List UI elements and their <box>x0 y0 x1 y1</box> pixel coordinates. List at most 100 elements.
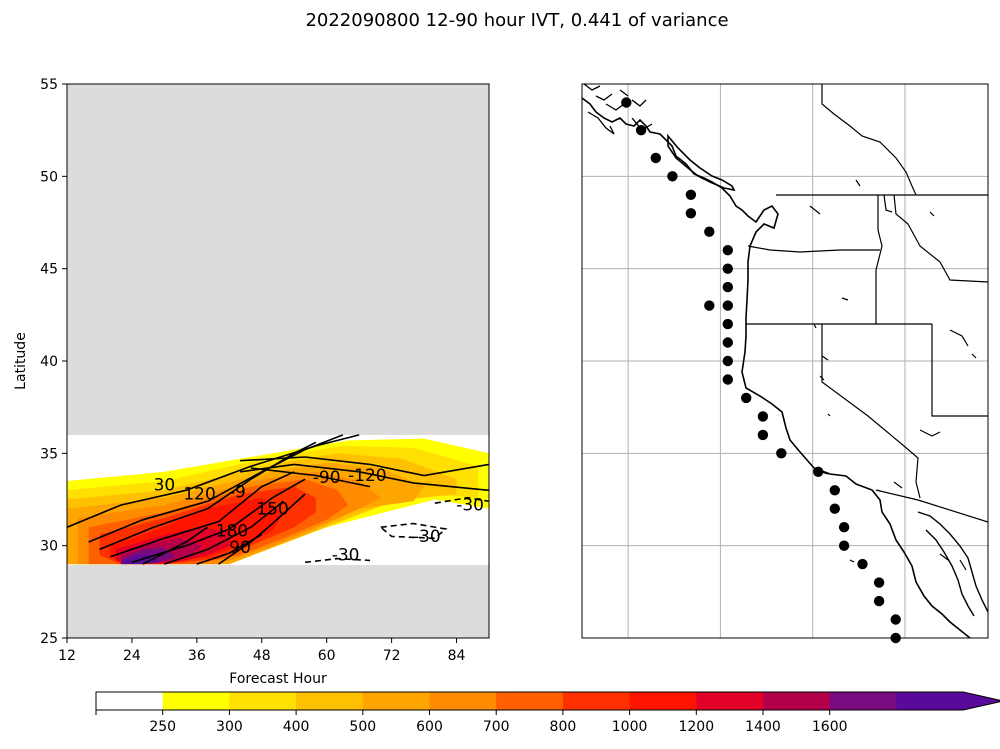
contour-label: -30 <box>456 496 484 516</box>
bc-ab-border <box>821 84 917 196</box>
ca-nv-border <box>821 324 921 499</box>
x-tick-label: 60 <box>318 648 336 664</box>
colorbar-segment <box>429 692 497 710</box>
station-point <box>650 152 661 164</box>
station-point <box>757 411 769 422</box>
colorbar-tick-label: 400 <box>283 719 310 735</box>
contour-label: 30 <box>154 475 176 495</box>
contour-line <box>239 463 489 492</box>
station-point <box>873 577 885 588</box>
colorbar-tick-label: 1000 <box>612 719 648 735</box>
y-tick-label: 35 <box>40 446 58 462</box>
x-tick-label: 24 <box>123 648 141 664</box>
station-point <box>776 448 787 459</box>
missing-data-top <box>67 84 489 435</box>
colorbar-tick-label: 500 <box>349 719 376 735</box>
colorbar-segment <box>296 692 364 710</box>
contour-label: -120 <box>348 466 387 486</box>
y-tick-label: 30 <box>40 539 58 555</box>
station-point <box>722 318 733 330</box>
map-frame <box>581 83 989 639</box>
contour-label: 120 <box>183 485 215 505</box>
nv-ut-border <box>931 324 988 417</box>
y-tick-label: 25 <box>40 631 58 647</box>
colorbar-segment <box>162 692 230 710</box>
colorbar-segment <box>696 692 764 710</box>
station-point <box>667 171 678 182</box>
station-point <box>722 374 733 385</box>
colorbar-tick-label: 300 <box>216 719 243 735</box>
station-point <box>829 503 840 514</box>
contour-label: -9 <box>229 483 246 503</box>
y-axis-ticks: 25 30 35 40 45 50 55 <box>40 77 67 647</box>
vancouver-island <box>667 133 736 192</box>
station-point <box>890 614 901 625</box>
colorbar-tick-label: 800 <box>550 719 577 735</box>
station-point <box>722 281 733 293</box>
contour-label: -90 <box>313 468 341 488</box>
contour-label: -30 <box>332 545 360 565</box>
colorbar-ticks: 250 300 400 500 600 700 800 1000 1200 1400 1600 <box>95 710 848 735</box>
map-gridlines <box>582 84 988 638</box>
contour-label: 90 <box>229 538 251 558</box>
station-points <box>621 97 901 644</box>
variance-contour-lines <box>67 434 489 565</box>
contour-labels: 120 -9 -90 -120 150 180 -30 -30 -30 90 30 <box>154 466 484 565</box>
negative-contour-line <box>305 557 371 564</box>
contour-label: 150 <box>256 499 288 519</box>
contour-line <box>164 500 284 565</box>
wa-id-or-id-border <box>875 195 883 324</box>
station-point <box>722 355 733 367</box>
colorbar-segment <box>362 692 430 710</box>
x-axis-ticks: 12 24 36 48 60 72 84 <box>58 638 466 664</box>
hovmoller-panel: 120 -9 -90 -120 150 180 -30 -30 -30 90 30 12 24 36 48… <box>13 77 490 687</box>
colorbar-segment <box>562 692 631 710</box>
y-tick-label: 40 <box>40 354 58 370</box>
id-border-north <box>883 194 893 213</box>
wa-or-border <box>747 245 880 253</box>
station-point <box>722 300 733 311</box>
station-point <box>829 485 840 496</box>
colorbar-extend-arrow <box>963 692 1000 710</box>
station-point <box>722 263 733 274</box>
colorbar-segment <box>896 692 964 710</box>
colorbar-segment <box>229 692 297 710</box>
station-point <box>741 392 752 404</box>
coastline <box>582 97 971 638</box>
station-point <box>857 558 868 570</box>
station-point <box>635 125 647 136</box>
station-point <box>722 245 733 256</box>
contour-label: -30 <box>413 527 441 547</box>
us-mexico-border <box>875 489 988 523</box>
station-point <box>685 208 697 219</box>
colorbar-tick-label: 700 <box>483 719 510 735</box>
station-point <box>722 337 733 348</box>
x-tick-label: 12 <box>58 648 76 664</box>
contour-label: 180 <box>216 521 248 541</box>
colorbar-segment <box>829 692 897 710</box>
station-point <box>838 540 850 551</box>
colorbar-tick-label: 250 <box>149 719 176 735</box>
contour-line <box>218 493 306 565</box>
negative-contour-line <box>380 522 448 540</box>
station-point <box>704 300 715 311</box>
x-axis-label: Forecast Hour <box>229 671 327 687</box>
y-axis-label: Latitude <box>13 332 29 390</box>
y-tick-label: 45 <box>40 262 58 278</box>
colorbar-segment <box>496 692 564 710</box>
station-point <box>757 429 769 441</box>
id-mt-border <box>893 194 988 283</box>
station-point <box>685 189 697 200</box>
station-point <box>621 97 632 108</box>
map-panel <box>581 83 989 644</box>
colorbar-tick-label: 1400 <box>745 719 781 735</box>
colorbar-tick-label: 1600 <box>812 719 848 735</box>
baja-gulf-coast <box>917 511 988 617</box>
contour-line <box>142 526 209 565</box>
contour-line <box>110 471 295 558</box>
contour-line <box>240 456 489 477</box>
figure-title: 2022090800 12-90 hour IVT, 0.441 of vari… <box>305 10 728 31</box>
political-borders <box>746 84 988 523</box>
y-tick-label: 50 <box>40 169 58 185</box>
negative-contour-line <box>434 496 489 504</box>
